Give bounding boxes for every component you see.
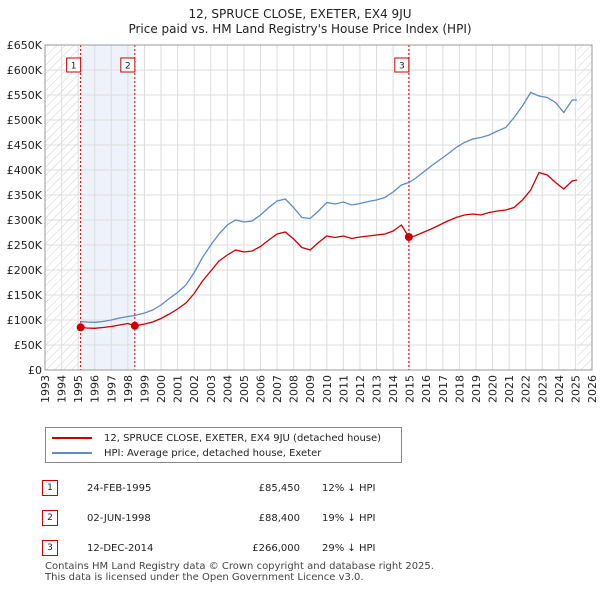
y-tick-label: £0 (28, 364, 42, 377)
x-tick-label: 1995 (72, 375, 85, 403)
x-tick-label: 2002 (188, 375, 201, 403)
x-tick-label: 2001 (172, 375, 185, 403)
sale-point (76, 323, 85, 332)
y-tick-label: £500K (7, 114, 43, 127)
sale-hpi-diff: 29% ↓ HPI (322, 542, 376, 554)
legend-line-property (52, 437, 92, 439)
legend-line-hpi (52, 452, 92, 454)
hatched-region-end (577, 45, 592, 370)
footer: Contains HM Land Registry data © Crown c… (45, 561, 434, 583)
sale-price: £266,000 (252, 542, 300, 554)
sale-number-badge: 3 (42, 540, 58, 556)
sale-date: 24-FEB-1995 (87, 482, 152, 494)
y-tick-label: £350K (7, 189, 43, 202)
x-tick-label: 1999 (138, 375, 151, 403)
y-tick-label: £400K (7, 164, 43, 177)
x-tick-label: 2006 (254, 375, 267, 403)
x-tick-label: 1993 (39, 375, 52, 403)
sale-number-badge: 1 (42, 480, 58, 496)
x-tick-label: 2016 (420, 375, 433, 403)
y-tick-label: £650K (7, 39, 43, 52)
plot-border (44, 44, 593, 371)
x-tick-label: 2010 (321, 375, 334, 403)
sale-label-text: 2 (125, 62, 131, 72)
sale-date: 12-DEC-2014 (87, 542, 154, 554)
sale-price: £85,450 (258, 482, 300, 494)
sale-label-box (394, 57, 410, 73)
sale-point (404, 233, 413, 241)
x-tick-label: 2005 (238, 375, 251, 403)
x-tick-label: 2013 (371, 375, 384, 403)
series-line-hpi (80, 91, 578, 323)
footer-copyright: Contains HM Land Registry data © Crown c… (45, 561, 434, 572)
sale-label-text: 3 (399, 62, 405, 72)
x-tick-label: 2021 (503, 375, 516, 403)
legend-label-hpi: HPI: Average price, detached house, Exet… (104, 447, 322, 459)
sale-label-text: 1 (71, 62, 77, 72)
x-tick-label: 2024 (553, 375, 566, 403)
legend: 12, SPRUCE CLOSE, EXETER, EX4 9JU (detac… (45, 427, 402, 463)
x-tick-label: 2008 (288, 375, 301, 403)
footer-licence: This data is licensed under the Open Gov… (45, 572, 364, 583)
sale-point (130, 321, 139, 330)
shaded-ownership-region (80, 45, 135, 370)
x-tick-label: 2011 (337, 375, 350, 403)
x-tick-label: 1996 (89, 375, 102, 403)
plot-area (45, 45, 592, 370)
y-tick-label: £100K (7, 314, 43, 327)
legend-label-property: 12, SPRUCE CLOSE, EXETER, EX4 9JU (detac… (104, 432, 382, 444)
y-tick-label: £300K (7, 214, 43, 227)
x-tick-label: 2022 (520, 375, 533, 403)
x-tick-label: 2004 (221, 375, 234, 403)
legend-item-hpi: HPI: Average price, detached house, Exet… (52, 446, 321, 460)
table-row: 2 02-JUN-1998 £88,400 19% ↓ HPI (42, 503, 375, 533)
sale-label-box (120, 57, 136, 73)
x-tick-label: 2007 (271, 375, 284, 403)
y-tick-label: £600K (7, 64, 43, 77)
y-tick-label: £250K (7, 239, 43, 252)
x-tick-label: 2020 (487, 375, 500, 403)
x-tick-label: 2009 (304, 375, 317, 403)
sale-hpi-diff: 19% ↓ HPI (322, 512, 376, 524)
series-line-property (80, 171, 578, 329)
sale-date: 02-JUN-1998 (87, 512, 151, 524)
x-tick-label: 2017 (437, 375, 450, 403)
x-tick-label: 2026 (586, 375, 599, 403)
x-tick-label: 2025 (569, 375, 582, 403)
sales-table: 1 24-FEB-1995 £85,450 12% ↓ HPI 2 02-JUN… (42, 473, 375, 563)
sale-label-box (66, 57, 82, 73)
sale-price: £88,400 (258, 512, 300, 524)
price-chart: 12, SPRUCE CLOSE, EXETER, EX4 9JU Price … (7, 7, 599, 403)
sale-number-badge: 2 (42, 510, 58, 526)
x-tick-label: 2023 (536, 375, 549, 403)
y-tick-label: £450K (7, 139, 43, 152)
x-tick-label: 2018 (453, 375, 466, 403)
table-row: 3 12-DEC-2014 £266,000 29% ↓ HPI (42, 533, 375, 563)
x-tick-label: 2012 (354, 375, 367, 403)
y-tick-label: £150K (7, 289, 43, 302)
chart-title: 12, SPRUCE CLOSE, EXETER, EX4 9JU (188, 7, 411, 21)
y-tick-label: £200K (7, 264, 43, 277)
x-tick-label: 2003 (205, 375, 218, 403)
x-tick-label: 2000 (155, 375, 168, 403)
x-tick-label: 2015 (404, 375, 417, 403)
x-tick-label: 1997 (105, 375, 118, 403)
sale-hpi-diff: 12% ↓ HPI (322, 482, 376, 494)
x-tick-label: 1998 (122, 375, 135, 403)
y-tick-label: £550K (7, 89, 43, 102)
legend-item-property: 12, SPRUCE CLOSE, EXETER, EX4 9JU (detac… (52, 431, 381, 445)
y-tick-label: £50K (14, 339, 43, 352)
hatched-region-start (45, 45, 81, 370)
x-tick-label: 1994 (56, 375, 69, 403)
table-row: 1 24-FEB-1995 £85,450 12% ↓ HPI (42, 473, 375, 503)
x-tick-label: 2019 (470, 375, 483, 403)
x-tick-label: 2014 (387, 375, 400, 403)
chart-subtitle: Price paid vs. HM Land Registry's House … (128, 22, 471, 36)
